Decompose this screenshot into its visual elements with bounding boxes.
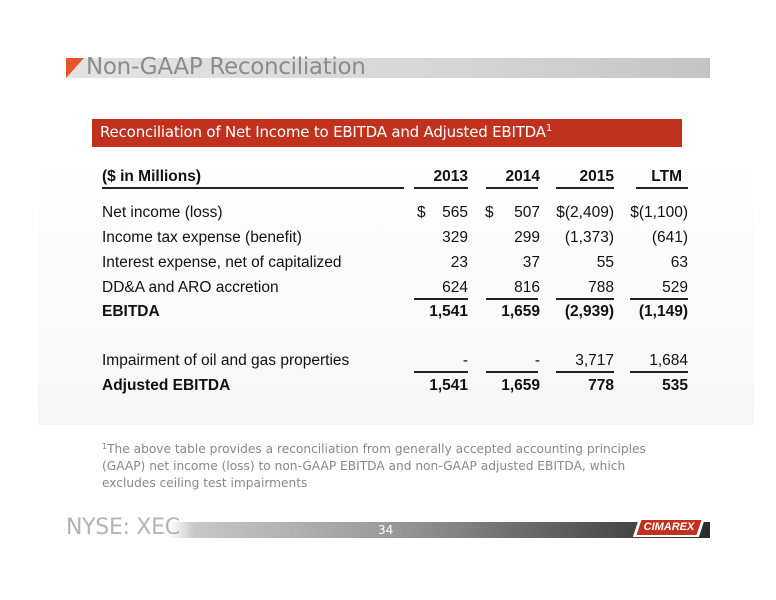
cell-value: (2,939) [564,303,614,320]
cell-value: 1,541 [429,377,468,394]
subtotal-rule [414,298,468,300]
table-panel [38,160,754,425]
cell-value: 816 [514,279,540,296]
cell-value: 23 [450,254,468,271]
cell-value: 299 [514,229,540,246]
section-banner: Reconciliation of Net Income to EBITDA a… [92,119,682,147]
header-rule [102,187,404,189]
subtotal-rule [414,371,468,373]
cell-value: (1,149) [638,303,688,320]
subtotal-rule [630,371,688,373]
cell-value: $(1,100) [630,204,688,221]
page-number: 34 [378,523,394,537]
dollar-sign: $ [485,204,494,221]
cimarex-logo: CIMAREX [632,518,706,537]
cell-value: - [534,352,540,369]
cell-value: 624 [442,279,468,296]
subtotal-rule [486,371,538,373]
footer-bar [66,522,710,538]
subtotal-rule [630,298,688,300]
header-rule [486,187,538,189]
header-rule [556,187,614,189]
cell-value: 329 [442,229,468,246]
page-title: Non-GAAP Reconciliation [86,54,366,80]
title-bar [66,58,710,78]
cell-value: 55 [596,254,614,271]
banner-title: Reconciliation of Net Income to EBITDA a… [100,123,553,141]
row-label: Income tax expense (benefit) [102,229,302,246]
table-header-label: ($ in Millions) [102,168,202,185]
cell-value: 1,541 [429,303,468,320]
title-triangle-icon [66,58,84,78]
cell-value: (641) [651,229,688,246]
header-rule [414,187,468,189]
cell-value: $(2,409) [556,204,614,221]
row-label-total: Adjusted EBITDA [102,377,231,394]
row-label-total: EBITDA [102,303,160,320]
dollar-sign: $ [417,204,426,221]
footnote: 1The above table provides a reconciliati… [102,442,646,490]
cell-value: 507 [514,204,540,221]
row-label: Net income (loss) [102,204,223,221]
subtotal-rule [556,371,614,373]
cell-value: 535 [662,377,688,394]
cell-value: 1,684 [649,352,688,369]
cell-value: (1,373) [564,229,614,246]
subtotal-rule [486,298,538,300]
col-header-2014: 2014 [505,168,540,185]
cell-value: 37 [522,254,540,271]
footer-ticker: NYSE: XEC [66,515,194,540]
cell-value: 778 [588,377,614,394]
row-label: Interest expense, net of capitalized [102,254,342,271]
cell-value: - [462,352,468,369]
cell-value: 3,717 [575,352,614,369]
cell-value: 1,659 [501,303,540,320]
col-header-2013: 2013 [433,168,468,185]
cell-value: 1,659 [501,377,540,394]
row-label: DD&A and ARO accretion [102,279,279,296]
cell-value: 565 [442,204,468,221]
subtotal-rule [556,298,614,300]
col-header-ltm: LTM [651,168,682,185]
col-header-2015: 2015 [579,168,614,185]
cell-value: 63 [670,254,688,271]
cell-value: 788 [588,279,614,296]
cell-value: 529 [662,279,688,296]
header-rule [636,187,688,189]
row-label: Impairment of oil and gas properties [102,352,350,369]
